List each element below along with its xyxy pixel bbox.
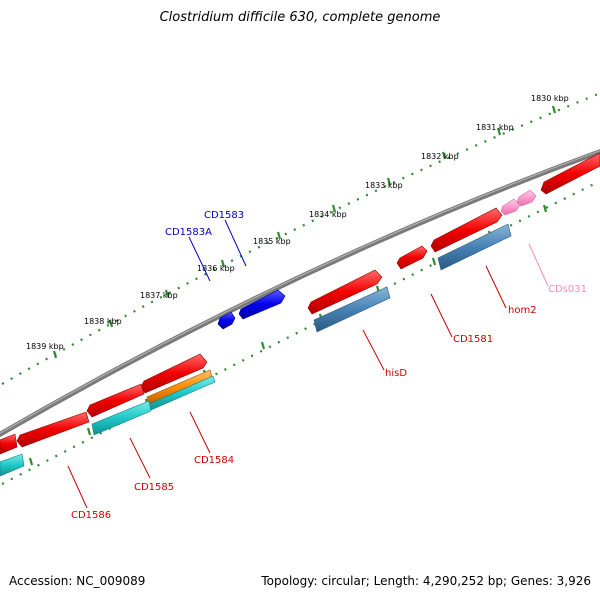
kbp-label-1837: 1837 kbp — [140, 291, 178, 300]
gene-cd1583[interactable] — [238, 289, 286, 320]
kbp-label-1830: 1830 kbp — [531, 94, 569, 103]
label-cds031: CDs031 — [548, 284, 587, 295]
gene-red-cd1586-upper[interactable] — [16, 411, 90, 448]
genome-backbone-highlight — [0, 150, 600, 434]
gene-red-right-edge[interactable] — [540, 152, 600, 195]
accession-text: Accession: NC_009089 — [9, 574, 146, 588]
gene-pink-2[interactable] — [500, 198, 521, 216]
topology-text: Topology: circular; Length: 4,290,252 bp… — [261, 574, 591, 588]
label-cd1583a: CD1583A — [165, 227, 212, 238]
leader-cd1584 — [189, 411, 211, 454]
forward-genes — [0, 152, 600, 455]
gene-red-hom2-upper[interactable] — [430, 207, 503, 253]
gene-steel-hom2[interactable] — [437, 223, 512, 271]
label-hom2: hom2 — [508, 305, 537, 316]
kbp-label-1833: 1833 kbp — [365, 181, 403, 190]
kbp-label-1836: 1836 kbp — [197, 264, 235, 273]
kbp-label-1832: 1832 kbp — [421, 152, 459, 161]
cyan-genes — [0, 375, 216, 477]
outer-tick-ring — [1, 92, 599, 385]
label-cd1584: CD1584 — [194, 455, 234, 466]
leader-cd1581 — [430, 293, 453, 338]
blue-genes — [217, 289, 286, 330]
leader-cd1585 — [129, 437, 151, 479]
pink-cds — [500, 189, 537, 216]
label-leaders — [67, 219, 549, 509]
steelblue-genes — [313, 223, 512, 333]
gene-red-hisD-upper[interactable] — [307, 269, 383, 315]
kbp-label-1831: 1831 kbp — [476, 123, 514, 132]
label-hisD: hisD — [385, 368, 407, 379]
kbp-label-1838: 1838 kbp — [84, 317, 122, 326]
leader-cd1583 — [224, 219, 247, 267]
genome-backbone — [0, 148, 600, 438]
label-cd1585: CD1585 — [134, 482, 174, 493]
gene-red-left-edge[interactable] — [0, 433, 18, 455]
kbp-label-1835: 1835 kbp — [253, 237, 291, 246]
gene-cyan-cd1585[interactable] — [91, 400, 152, 436]
outer-major-ticks — [52, 105, 557, 359]
leader-cds031 — [528, 243, 549, 287]
kbp-label-1839: 1839 kbp — [26, 342, 64, 351]
gene-pink-1[interactable] — [516, 189, 537, 207]
gene-steel-hisD[interactable] — [313, 286, 391, 333]
label-cd1581: CD1581 — [453, 334, 493, 345]
leader-cd1586 — [67, 465, 88, 509]
label-cd1583: CD1583 — [204, 210, 244, 221]
leader-hisD — [362, 329, 385, 371]
map-title: Clostridium difficile 630, complete geno… — [159, 10, 441, 25]
leader-hom2 — [485, 265, 507, 309]
leader-cd1583a — [188, 236, 211, 282]
kbp-label-1834: 1834 kbp — [309, 210, 347, 219]
gene-red-small[interactable] — [396, 245, 428, 270]
gene-cyan-left-edge[interactable] — [0, 453, 25, 477]
label-cd1586: CD1586 — [71, 510, 111, 521]
gene-red-cd1585-upper[interactable] — [86, 383, 145, 418]
gene-cd1583a[interactable] — [217, 311, 236, 330]
